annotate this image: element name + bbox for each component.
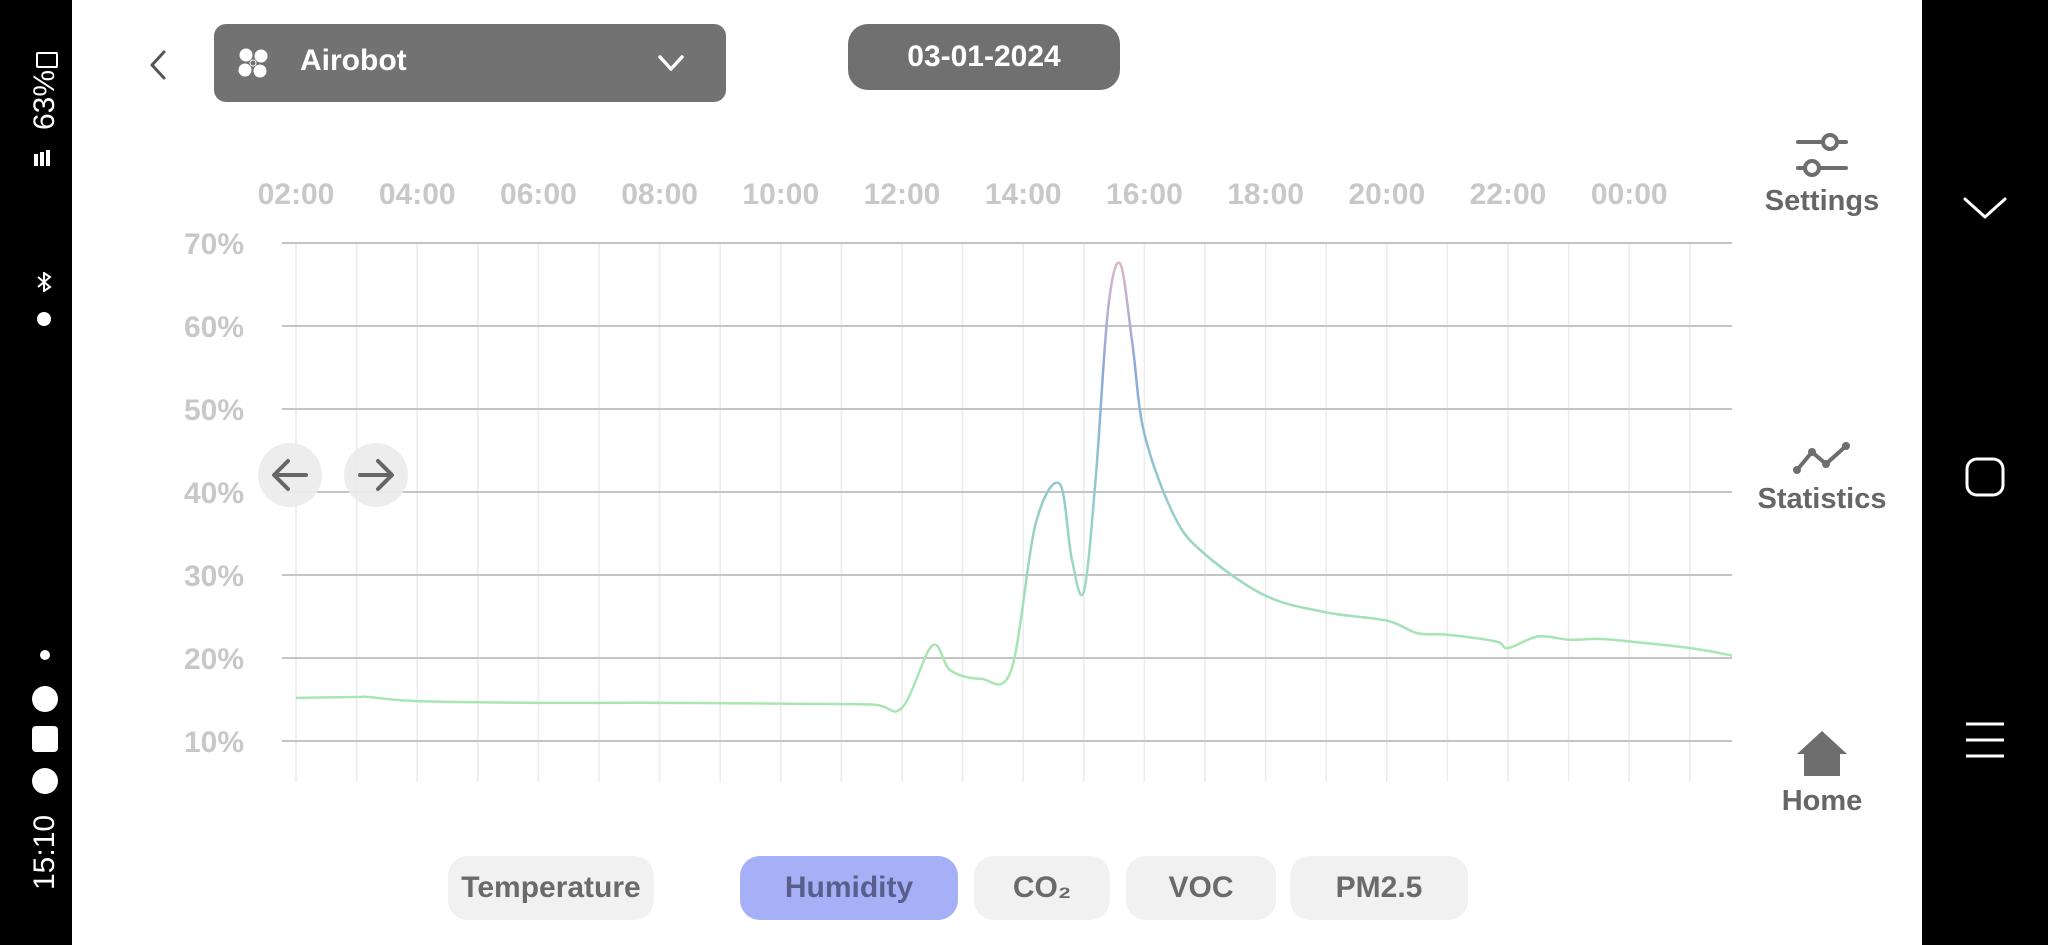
home-square-icon[interactable] xyxy=(1964,456,2006,498)
x-tick-label: 06:00 xyxy=(500,178,577,211)
humidity-series-line xyxy=(295,261,1732,713)
arrow-right-icon xyxy=(358,459,394,491)
fan-icon xyxy=(238,48,268,78)
y-tick-label: 40% xyxy=(184,477,244,510)
x-tick-label: 04:00 xyxy=(379,178,456,211)
settings-label: Settings xyxy=(1764,185,1880,217)
device-name: Airobot xyxy=(300,44,407,77)
device-selector[interactable]: Airobot xyxy=(214,24,726,102)
x-tick-label: 10:00 xyxy=(742,178,819,211)
chevron-down-icon xyxy=(658,55,684,71)
notification-dot xyxy=(40,650,50,660)
x-tick-label: 18:00 xyxy=(1227,178,1304,211)
sliders-icon xyxy=(1796,133,1848,177)
settings-nav[interactable]: Settings xyxy=(1732,130,1912,218)
x-tick-label: 22:00 xyxy=(1470,178,1547,211)
x-tick-label: 12:00 xyxy=(864,178,941,211)
y-tick-label: 70% xyxy=(184,228,244,261)
x-tick-label: 02:00 xyxy=(258,178,335,211)
gallery-notification-icon xyxy=(32,726,58,752)
tab-voc[interactable]: VOC xyxy=(1126,856,1276,920)
y-tick-label: 60% xyxy=(184,311,244,344)
chevron-left-icon xyxy=(150,50,166,80)
y-tick-label: 10% xyxy=(184,726,244,759)
x-axis-tick-labels: 02:00 04:00 06:00 08:00 10:00 12:00 14:00 16:00… xyxy=(258,178,1668,211)
bluetooth-icon xyxy=(34,271,54,293)
statistics-nav[interactable]: Statistics xyxy=(1732,438,1912,516)
tab-humidity[interactable]: Humidity xyxy=(740,856,958,920)
status-time: 15:10 xyxy=(28,814,61,890)
x-tick-label: 08:00 xyxy=(621,178,698,211)
y-tick-label: 30% xyxy=(184,560,244,593)
home-label: Home xyxy=(1781,785,1863,817)
y-tick-label: 20% xyxy=(184,643,244,676)
x-tick-label: 16:00 xyxy=(1106,178,1183,211)
tab-temperature[interactable]: Temperature xyxy=(448,856,654,920)
back-button[interactable] xyxy=(134,40,184,90)
tab-co2[interactable]: CO₂ xyxy=(974,856,1110,920)
collapse-chevron-icon[interactable] xyxy=(1960,192,2010,222)
line-chart-icon xyxy=(1793,442,1850,474)
tab-pm25[interactable]: PM2.5 xyxy=(1290,856,1468,920)
previous-day-button[interactable] xyxy=(258,443,322,507)
x-tick-label: 20:00 xyxy=(1348,178,1425,211)
statistics-label: Statistics xyxy=(1757,483,1887,515)
app-notification-icon xyxy=(32,686,58,712)
app-screen: Airobot 03-01-2024 02:00 04:00 06:00 08:00 1… xyxy=(72,0,1922,945)
system-navigation-bar xyxy=(1922,0,2048,945)
date-selector[interactable]: 03-01-2024 xyxy=(848,24,1120,90)
recent-apps-icon[interactable] xyxy=(1964,720,2006,760)
alarm-icon xyxy=(34,308,54,328)
arrow-left-icon xyxy=(272,459,308,491)
next-day-button[interactable] xyxy=(344,443,408,507)
messenger-notification-icon xyxy=(32,768,58,794)
home-icon xyxy=(1797,731,1847,776)
horizontal-gridlines xyxy=(282,242,1732,742)
vertical-gridlines xyxy=(295,243,1691,782)
home-nav[interactable]: Home xyxy=(1732,728,1912,818)
y-tick-label: 50% xyxy=(184,394,244,427)
battery-icon xyxy=(36,52,58,68)
y-axis-tick-labels: 70% 60% 50% 40% 30% 20% 10% xyxy=(184,228,244,759)
signal-icon xyxy=(30,150,56,220)
battery-percent: 63% xyxy=(28,69,61,130)
x-tick-label: 14:00 xyxy=(985,178,1062,211)
status-bar: 15:10 63% xyxy=(0,0,72,945)
x-tick-label: 00:00 xyxy=(1591,178,1668,211)
humidity-chart: 02:00 04:00 06:00 08:00 10:00 12:00 14:00 16:00… xyxy=(184,178,1732,782)
